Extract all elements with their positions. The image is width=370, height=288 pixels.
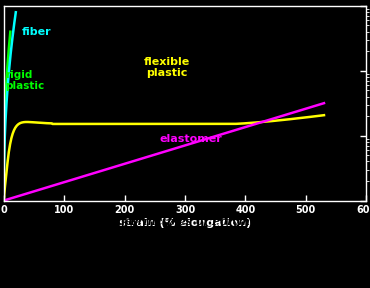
Text: Principles of Polymerization,: Principles of Polymerization, [129,216,309,227]
X-axis label: strain (% elongation): strain (% elongation) [119,218,251,228]
Text: 3rd ed.,: 3rd ed., [7,251,55,262]
Text: flexible
plastic: flexible plastic [144,57,190,78]
Text: fiber: fiber [22,27,51,37]
Text: elastomer: elastomer [160,134,222,144]
Text: J. Wiley, New York, 1991, p.34.: J. Wiley, New York, 1991, p.34. [56,251,250,262]
Text: After Odian, George;: After Odian, George; [7,216,140,228]
Text: rigid
plastic: rigid plastic [6,70,45,91]
